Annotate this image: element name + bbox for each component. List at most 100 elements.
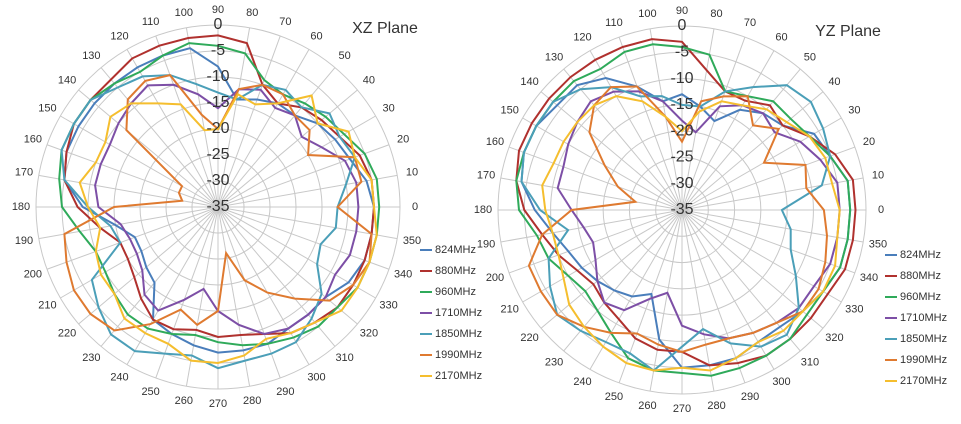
angle-label: 90 xyxy=(676,5,688,17)
radial-tick-label: -15 xyxy=(670,96,693,113)
grid-spoke xyxy=(78,206,219,325)
radial-tick-label: 0 xyxy=(678,17,687,34)
angle-label: 10 xyxy=(872,169,884,181)
grid-spoke xyxy=(217,206,281,379)
angle-label: 300 xyxy=(307,372,325,384)
grid-spoke xyxy=(217,206,398,240)
radial-tick-label: -35 xyxy=(670,201,693,218)
grid-spoke xyxy=(500,209,683,243)
angle-label: 210 xyxy=(500,303,518,315)
angle-label: 270 xyxy=(673,403,691,415)
angle-label: 70 xyxy=(279,16,291,28)
grid-spoke xyxy=(681,28,715,211)
series-line xyxy=(94,83,360,336)
angle-label: 210 xyxy=(38,299,56,311)
angle-label: 240 xyxy=(110,372,128,384)
angle-label: 250 xyxy=(605,391,623,403)
angle-label: 20 xyxy=(863,136,875,148)
angle-label: 310 xyxy=(801,356,819,368)
angle-label: 110 xyxy=(142,16,160,28)
grid-spoke xyxy=(522,117,683,211)
radial-tick-label: -30 xyxy=(670,175,693,192)
grid-spoke xyxy=(508,209,683,274)
angle-label: 120 xyxy=(110,30,128,42)
angle-label: 330 xyxy=(845,303,863,315)
angle-label: 140 xyxy=(520,76,538,88)
angle-label: 260 xyxy=(175,395,193,407)
angle-label: 20 xyxy=(397,134,409,146)
angle-label: 140 xyxy=(58,74,76,86)
grid-spoke xyxy=(217,206,358,325)
angle-label: 340 xyxy=(394,268,412,280)
angle-label: 320 xyxy=(825,332,843,344)
grid-spoke xyxy=(500,177,683,211)
angle-label: 160 xyxy=(486,136,504,148)
angle-label: 80 xyxy=(710,8,722,20)
angle-label: 260 xyxy=(638,400,656,412)
grid-spoke xyxy=(649,28,683,211)
radial-tick-label: -5 xyxy=(211,42,225,59)
radial-tick-label: -15 xyxy=(206,94,229,111)
legend-label: 960MHz xyxy=(435,286,476,298)
angle-label: 190 xyxy=(15,235,33,247)
grid-spoke xyxy=(681,50,775,211)
angle-label: 180 xyxy=(474,204,492,216)
legend-label: 960MHz xyxy=(900,291,941,303)
legend-label: 1990MHz xyxy=(900,354,947,366)
radial-tick-label: -25 xyxy=(206,146,229,163)
angle-label: 340 xyxy=(860,272,878,284)
angle-label: 230 xyxy=(82,352,100,364)
angle-label: 280 xyxy=(707,400,725,412)
series-line xyxy=(63,73,373,332)
angle-label: 270 xyxy=(209,398,227,410)
angle-label: 10 xyxy=(406,167,418,179)
angle-label: 330 xyxy=(379,299,397,311)
legend-label: 1990MHz xyxy=(435,349,482,361)
angle-label: 50 xyxy=(804,51,816,63)
angle-label: 0 xyxy=(412,201,418,213)
angle-label: 30 xyxy=(848,104,860,116)
series-line xyxy=(78,92,378,365)
legend-label: 1850MHz xyxy=(435,328,482,340)
grid-spoke xyxy=(508,146,683,211)
grid-spoke xyxy=(217,27,251,208)
grid-spoke xyxy=(100,206,219,347)
angle-label: 320 xyxy=(360,328,378,340)
angle-label: 150 xyxy=(500,104,518,116)
grid-spoke xyxy=(155,35,219,208)
grid-spoke xyxy=(217,206,390,270)
angle-label: 90 xyxy=(212,4,224,16)
legend-label: 1710MHz xyxy=(900,312,947,324)
grid-spoke xyxy=(155,206,219,379)
angle-label: 290 xyxy=(741,391,759,403)
angle-label: 40 xyxy=(828,76,840,88)
angle-label: 120 xyxy=(573,32,591,44)
angle-label: 150 xyxy=(38,102,56,114)
grid-spoke xyxy=(681,36,746,211)
grid-spoke xyxy=(126,206,219,365)
angle-label: 300 xyxy=(772,376,790,388)
angle-label: 170 xyxy=(15,167,33,179)
chart-title: XZ Plane xyxy=(352,20,418,37)
grid-spoke xyxy=(649,209,683,392)
angle-label: 350 xyxy=(869,238,887,250)
legend-label: 2170MHz xyxy=(435,370,482,382)
legend-label: 880MHz xyxy=(435,265,476,277)
grid-spoke xyxy=(185,27,219,208)
angle-label: 230 xyxy=(545,356,563,368)
grid-spoke xyxy=(217,49,310,208)
legend-label: 824MHz xyxy=(900,249,941,261)
radial-tick-label: -20 xyxy=(670,122,693,139)
legend-label: 880MHz xyxy=(900,270,941,282)
series-line xyxy=(541,95,841,372)
grid-spoke xyxy=(563,68,683,211)
angle-label: 280 xyxy=(243,395,261,407)
grid-spoke xyxy=(681,209,715,392)
radial-tick-label: 0 xyxy=(214,16,223,33)
grid-spoke xyxy=(540,209,683,329)
angle-label: 60 xyxy=(775,32,787,44)
legend-label: 1850MHz xyxy=(900,333,947,345)
angle-label: 130 xyxy=(82,50,100,62)
legend-label: 1710MHz xyxy=(435,307,482,319)
grid-spoke xyxy=(217,89,358,208)
